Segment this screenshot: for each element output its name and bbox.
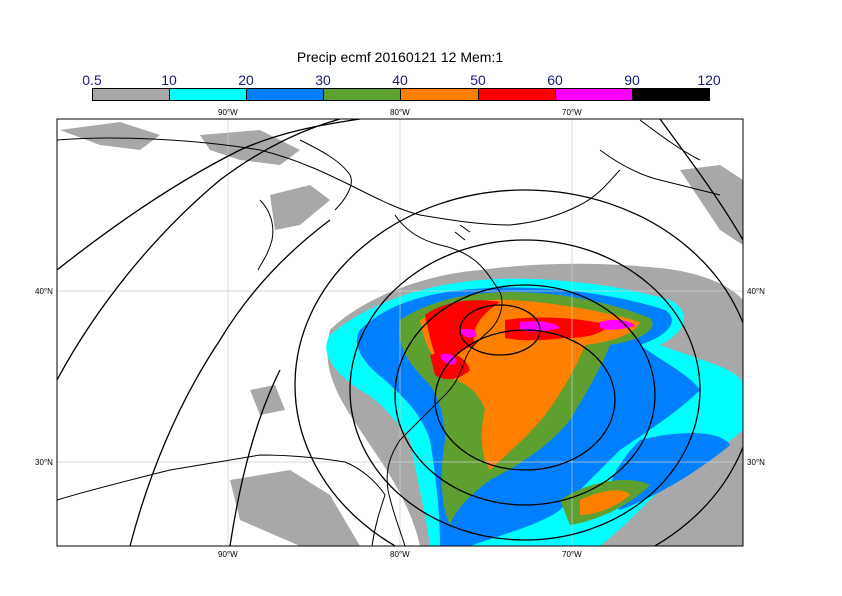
lon-label-bottom-70w: 70°W — [562, 550, 582, 559]
map-frame — [56, 118, 744, 547]
lat-label-right-30n: 30°N — [747, 458, 765, 467]
precip-magenta — [440, 319, 635, 365]
isobars — [57, 119, 743, 546]
lon-label-bottom-80w: 80°W — [390, 550, 410, 559]
map-title: Precip ecmf 20160121 12 Mem:1 — [296, 49, 504, 65]
colorbar-label-2: 20 — [238, 72, 254, 88]
colorbar-label-0: 0.5 — [82, 72, 102, 88]
colorbar-label-8: 120 — [697, 72, 721, 88]
colorbar-box-7 — [632, 88, 710, 101]
lat-label-left-30n: 30°N — [35, 458, 53, 467]
lat-label-left-40n: 40°N — [35, 287, 53, 296]
colorbar-label-6: 60 — [547, 72, 563, 88]
colorbar-label-1: 10 — [161, 72, 177, 88]
colorbar-label-3: 30 — [315, 72, 331, 88]
lon-label-bottom-90w: 90°W — [218, 550, 238, 559]
lon-label-top-80w: 80°W — [390, 108, 410, 117]
colorbar-label-5: 50 — [470, 72, 486, 88]
lon-label-top-90w: 90°W — [218, 108, 238, 117]
coastlines — [57, 119, 721, 546]
colorbar-label-4: 40 — [392, 72, 408, 88]
lat-label-right-40n: 40°N — [747, 287, 765, 296]
lon-label-top-70w: 70°W — [562, 108, 582, 117]
colorbar-label-7: 90 — [624, 72, 640, 88]
